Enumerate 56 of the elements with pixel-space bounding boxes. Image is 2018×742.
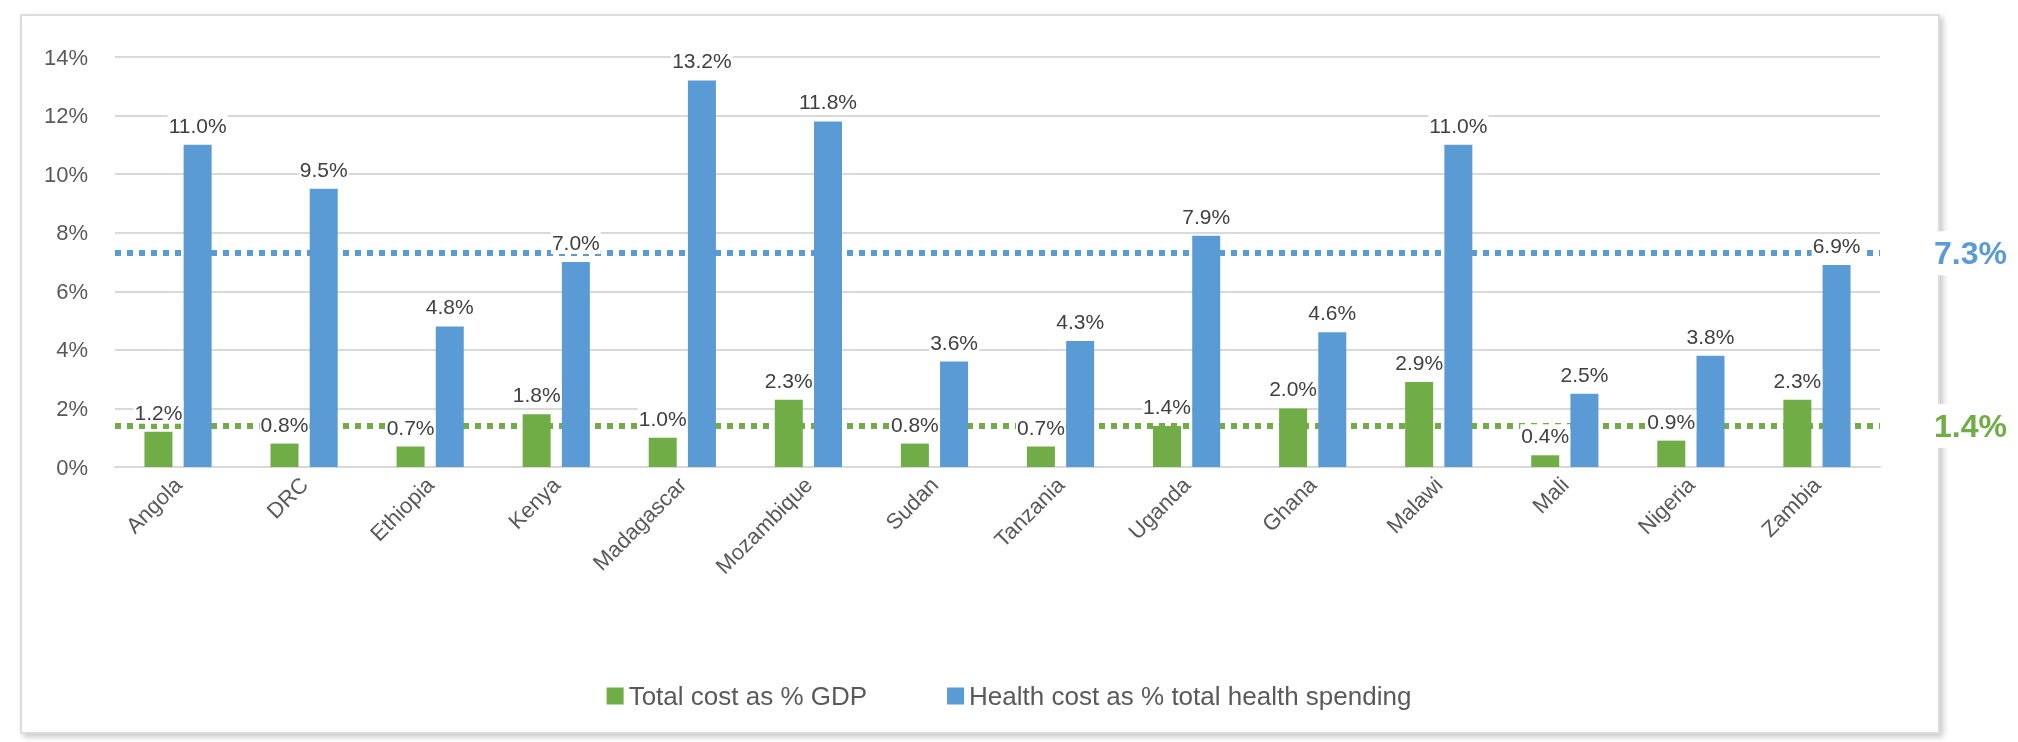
data-label: 3.8% bbox=[1686, 324, 1735, 348]
bar bbox=[1318, 332, 1347, 467]
data-label: 0.9% bbox=[1647, 409, 1696, 433]
bar bbox=[1531, 455, 1560, 467]
data-label: 2.0% bbox=[1269, 377, 1318, 401]
y-tick-label: 2% bbox=[56, 395, 88, 421]
bar bbox=[1696, 355, 1725, 467]
y-tick-label: 0% bbox=[56, 454, 88, 480]
y-tick-label: 14% bbox=[43, 44, 88, 70]
legend-label: Total cost as % GDP bbox=[628, 681, 868, 711]
data-label: 2.3% bbox=[764, 368, 813, 392]
data-label: 4.8% bbox=[425, 295, 474, 319]
y-tick-label: 10% bbox=[43, 161, 88, 187]
data-label: 4.3% bbox=[1056, 310, 1105, 334]
bar bbox=[396, 446, 425, 467]
ref-line-label: 1.4% bbox=[1934, 408, 2007, 444]
data-label: 0.7% bbox=[1017, 415, 1065, 439]
bar bbox=[1066, 341, 1095, 467]
data-label: 1.4% bbox=[1143, 395, 1191, 418]
data-label: 3.6% bbox=[930, 330, 978, 354]
data-label: 0.4% bbox=[1521, 424, 1570, 448]
bar bbox=[648, 437, 677, 467]
data-label: 13.2% bbox=[672, 49, 732, 73]
bar bbox=[940, 361, 969, 467]
data-label: 2.3% bbox=[1773, 368, 1822, 392]
data-label: 6.9% bbox=[1812, 233, 1861, 257]
data-label: 9.5% bbox=[299, 157, 348, 181]
data-label: 1.0% bbox=[638, 406, 687, 430]
data-label: 0.8% bbox=[260, 412, 309, 436]
bar bbox=[270, 443, 299, 467]
y-tick-label: 4% bbox=[56, 337, 88, 363]
data-label: 7.0% bbox=[551, 231, 600, 254]
bar bbox=[561, 262, 590, 467]
bar bbox=[1822, 264, 1851, 467]
data-label: 1.8% bbox=[512, 383, 561, 407]
data-label: 4.6% bbox=[1308, 301, 1357, 325]
data-label: 0.7% bbox=[386, 415, 435, 439]
data-label: 0.8% bbox=[890, 412, 939, 436]
data-label: 1.2% bbox=[134, 400, 183, 424]
data-label: 11.8% bbox=[798, 90, 857, 114]
bar bbox=[435, 326, 464, 467]
y-tick-label: 8% bbox=[56, 220, 88, 246]
y-tick-label: 12% bbox=[43, 103, 88, 129]
bar bbox=[1026, 446, 1055, 467]
data-label: 11.0% bbox=[1429, 113, 1488, 137]
bar bbox=[900, 443, 929, 467]
y-tick-label: 6% bbox=[56, 278, 88, 304]
bar bbox=[1657, 440, 1686, 467]
data-label: 2.5% bbox=[1560, 362, 1609, 386]
ref-line-label: 7.3% bbox=[1934, 235, 2007, 272]
legend-label: Health cost as % total health spending bbox=[969, 681, 1412, 711]
bar bbox=[144, 431, 173, 467]
data-label: 7.9% bbox=[1182, 204, 1231, 228]
bar bbox=[1570, 393, 1599, 467]
data-label: 2.9% bbox=[1395, 351, 1444, 375]
data-label: 11.0% bbox=[168, 113, 227, 137]
